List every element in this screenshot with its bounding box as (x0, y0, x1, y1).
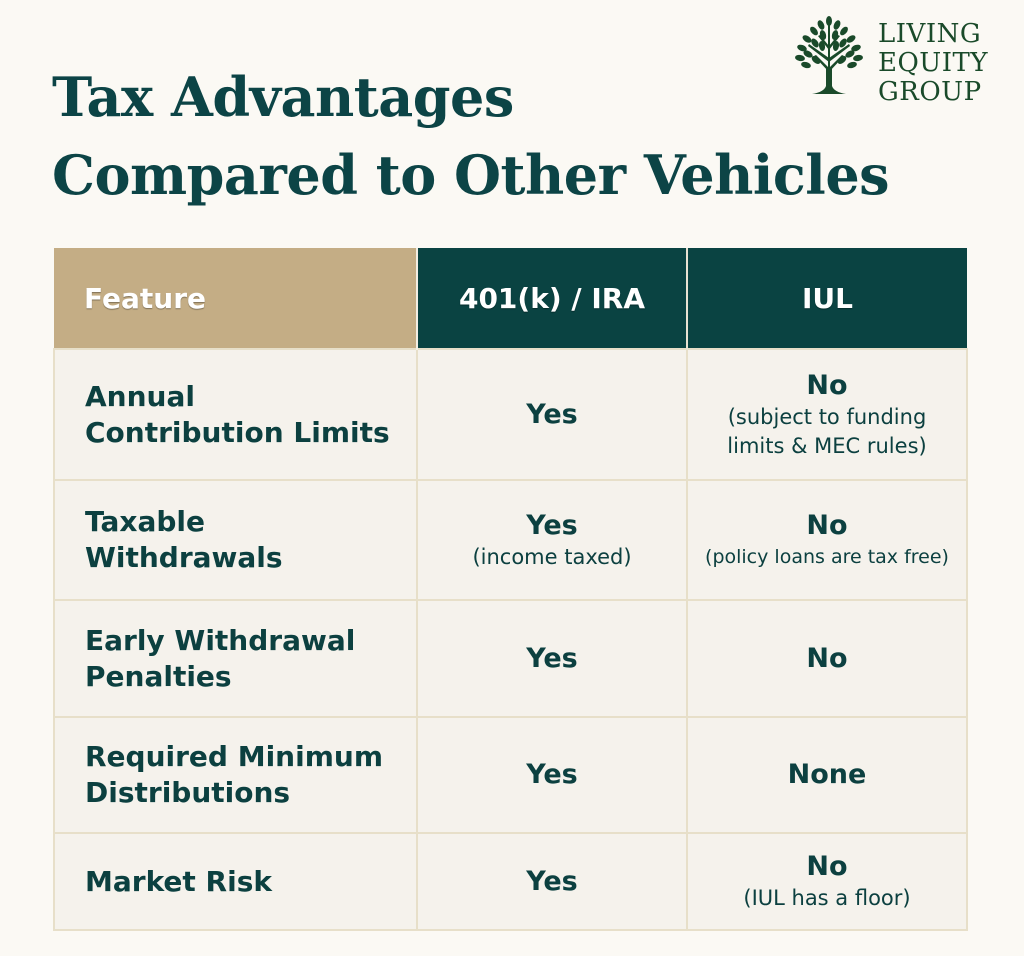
title-line-2: Compared to Other Vehicles (52, 143, 890, 207)
table-row: Required Minimum Distributions Yes None (53, 716, 968, 834)
feature-cell: Early Withdrawal Penalties (53, 599, 418, 718)
logo-line-1: LIVING (878, 19, 982, 49)
page-title: Tax Advantages Compared to Other Vehicle… (52, 58, 890, 214)
iul-value: No (806, 369, 848, 401)
iul-cell: No (686, 599, 968, 718)
comparison-table: Feature 401(k) / IRA IUL Annual Contribu… (53, 248, 968, 931)
table-row: Early Withdrawal Penalties Yes No (53, 599, 968, 718)
logo-line-2: EQUITY (878, 48, 988, 78)
iul-value: None (787, 759, 867, 790)
feature-cell: Market Risk (53, 832, 418, 931)
401k-value: Yes (526, 509, 578, 541)
401k-cell: Yes (416, 832, 688, 931)
table-row: Taxable Withdrawals Yes (income taxed) N… (53, 479, 968, 601)
401k-cell: Yes (416, 716, 688, 834)
feature-label-line-2: Penalties (85, 659, 232, 693)
iul-note-line-2: limits & MEC rules) (727, 433, 927, 458)
title-line-1: Tax Advantages (52, 65, 514, 129)
feature-label-line-1: Annual (85, 379, 195, 413)
column-header-401k-ira: 401(k) / IRA (416, 248, 687, 349)
table-header-row: Feature 401(k) / IRA IUL (54, 248, 967, 349)
iul-value: No (806, 642, 848, 674)
feature-label-line-1: Required Minimum (85, 740, 383, 773)
iul-cell: None (686, 716, 968, 834)
feature-cell: Required Minimum Distributions (53, 716, 418, 834)
401k-value: Yes (526, 865, 578, 897)
401k-note: (income taxed) (472, 544, 632, 569)
401k-cell: Yes (416, 599, 688, 718)
401k-value: Yes (526, 398, 578, 430)
401k-value: Yes (526, 759, 578, 790)
logo-wordmark: LIVING EQUITY GROUP (878, 20, 988, 107)
table-row: Annual Contribution Limits Yes No (subje… (53, 348, 968, 481)
iul-cell: No (IUL has a floor) (686, 832, 968, 931)
feature-label-line-2: Withdrawals (85, 541, 283, 574)
column-header-iul: IUL (686, 248, 967, 349)
column-header-feature: Feature (54, 248, 418, 349)
iul-value: No (806, 509, 848, 541)
iul-value: No (806, 851, 848, 882)
feature-label-line-2: Contribution Limits (85, 415, 390, 449)
feature-label-line-1: Market Risk (85, 864, 273, 898)
401k-cell: Yes (416, 348, 688, 481)
401k-value: Yes (526, 642, 578, 674)
iul-cell: No (subject to funding limits & MEC rule… (686, 348, 968, 481)
feature-label-line-1: Taxable (85, 505, 205, 538)
iul-note-line-1: (IUL has a floor) (743, 886, 911, 910)
logo-line-3: GROUP (878, 77, 982, 107)
401k-cell: Yes (income taxed) (416, 479, 688, 601)
table-row: Market Risk Yes No (IUL has a floor) (53, 832, 968, 931)
company-logo: LIVING EQUITY GROUP (790, 16, 1010, 107)
feature-cell: Annual Contribution Limits (53, 348, 418, 481)
feature-label-line-1: Early Withdrawal (85, 623, 356, 657)
iul-note-line-1: (subject to funding (727, 404, 927, 429)
feature-label-line-2: Distributions (85, 776, 291, 809)
iul-cell: No (policy loans are tax free) (686, 479, 968, 601)
iul-note-line-1: (policy loans are tax free) (705, 545, 949, 568)
feature-cell: Taxable Withdrawals (53, 479, 418, 601)
tree-icon (795, 16, 863, 94)
